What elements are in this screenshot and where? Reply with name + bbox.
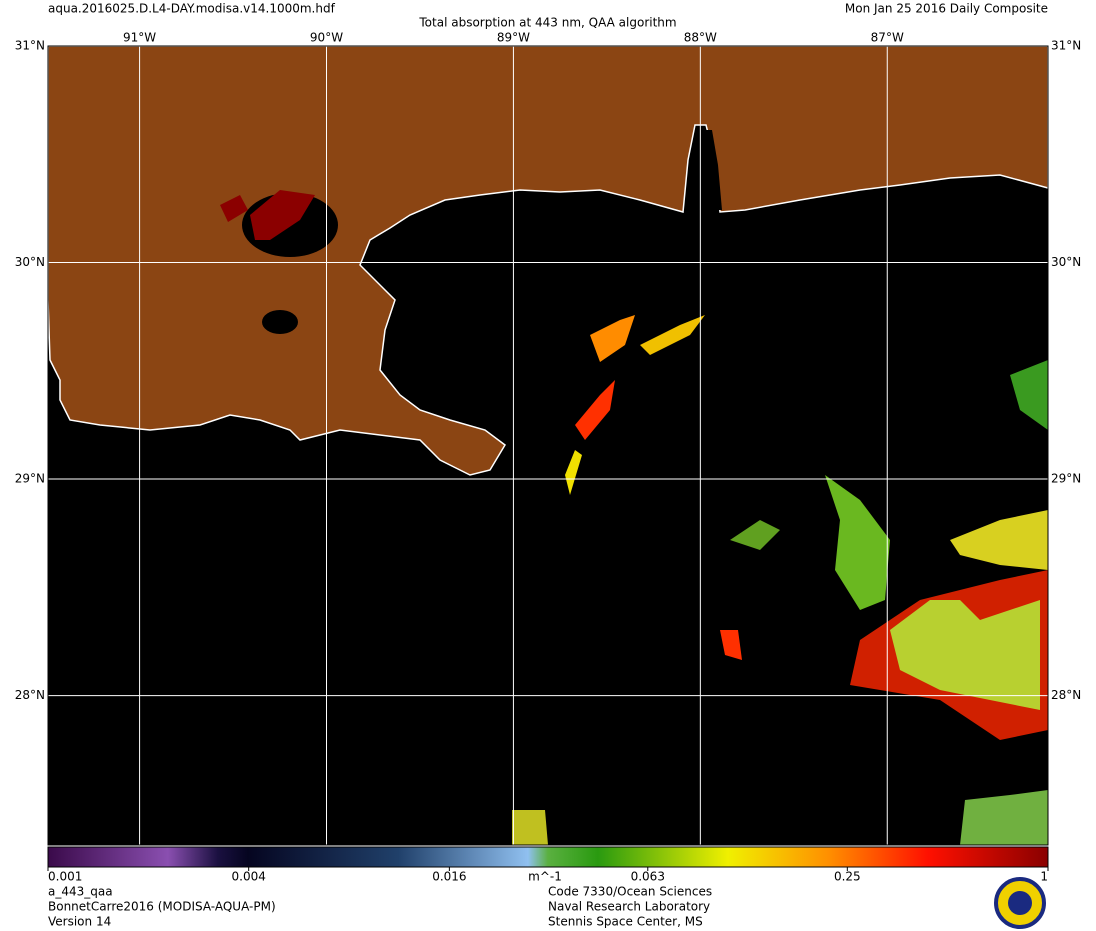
lon-label: 89°W [497,31,530,45]
map-frame [47,45,1049,846]
lake [262,310,298,334]
colorbar-label: 0.004 [232,870,266,884]
lat-label: 31°N [15,39,45,53]
lat-label: 31°N [1051,39,1081,53]
colorbar-unit: m^-1 [528,870,562,884]
data-patch [960,790,1048,845]
map [47,45,1049,846]
footer-center: Naval Research Laboratory [548,900,710,914]
date-label: Mon Jan 25 2016 Daily Composite [845,2,1048,16]
data-patch [565,450,582,495]
lat-label: 28°N [1051,688,1081,702]
colorbar-label: 0.25 [834,870,861,884]
map-title: Total absorption at 443 nm, QAA algorith… [418,16,676,30]
colorbar-label: 0.016 [432,870,466,884]
lon-label: 87°W [871,31,904,45]
colorbar-ticks [47,867,1049,871]
lon-label: 91°W [123,31,156,45]
lat-label: 29°N [15,472,45,486]
colorbar-label: 0.001 [48,870,82,884]
lat-label: 28°N [15,688,45,702]
lon-label: 90°W [310,31,343,45]
data-patch [590,315,635,362]
data-patch [575,380,615,440]
data-patch [1010,360,1048,430]
file-name: aqua.2016025.D.L4-DAY.modisa.v14.1000m.h… [48,2,336,16]
data-patch [825,475,890,610]
data-patch [640,315,705,355]
colorbar [47,846,1049,868]
data-patch [890,600,1040,710]
lake-patch [220,195,248,222]
footer-left: Version 14 [48,915,111,929]
footer-left: BonnetCarre2016 (MODISA-AQUA-PM) [48,900,276,914]
footer-center: Code 7330/Ocean Sciences [548,885,712,899]
data-patch [512,810,548,845]
logo-center [1008,891,1032,915]
lon-label: 88°W [684,31,717,45]
lat-label: 30°N [15,255,45,269]
lat-label: 29°N [1051,472,1081,486]
footer-left: a_443_qaa [48,885,113,899]
bay [686,130,722,210]
lake-patch [250,190,315,240]
land [47,45,1049,476]
data-patch [720,630,742,660]
footer-center: Stennis Space Center, MS [548,915,703,929]
data-patch [730,520,780,550]
colorbar-label: 0.063 [631,870,665,884]
colorbar-label: 1 [1040,870,1048,884]
data-patch [950,510,1048,570]
lat-label: 30°N [1051,255,1081,269]
